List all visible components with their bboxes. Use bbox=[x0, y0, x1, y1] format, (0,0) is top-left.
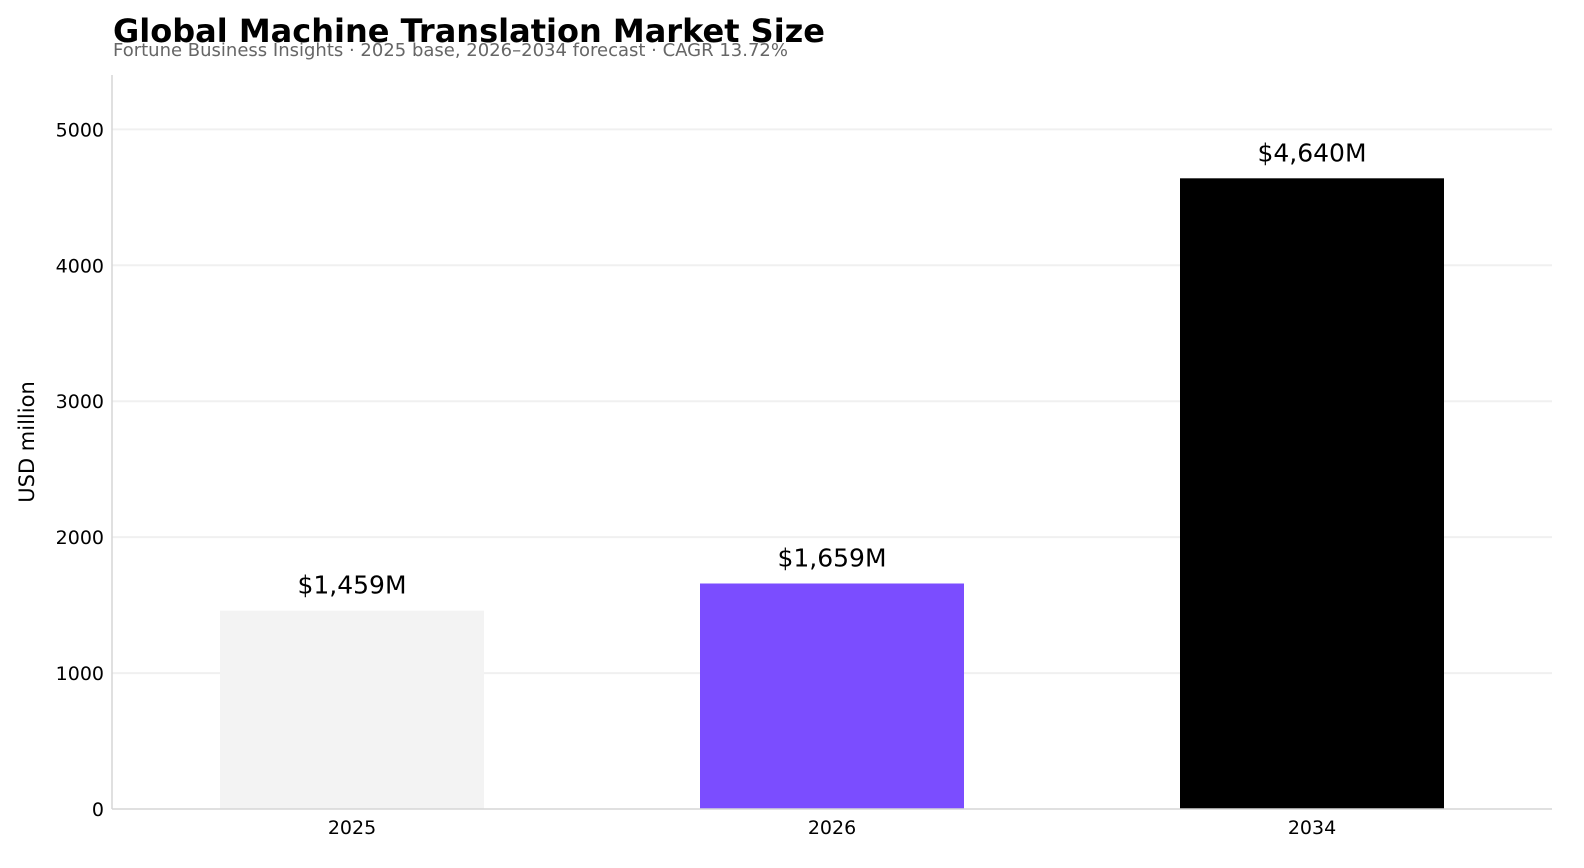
y-axis-label: USD million bbox=[15, 381, 39, 503]
chart-title: Global Machine Translation Market Size bbox=[113, 12, 825, 50]
bar-2034 bbox=[1180, 178, 1444, 809]
x-tick-label: 2025 bbox=[328, 817, 376, 839]
axes bbox=[111, 75, 1552, 810]
y-tick-label: 4000 bbox=[56, 255, 104, 277]
y-tick-label: 1000 bbox=[56, 663, 104, 685]
data-label: $1,659M bbox=[777, 543, 886, 572]
y-tick-label: 2000 bbox=[56, 527, 104, 549]
data-label: $4,640M bbox=[1257, 138, 1366, 167]
x-tick-label: 2026 bbox=[808, 817, 856, 839]
y-tick-labels: 0 1000 2000 3000 4000 5000 bbox=[56, 119, 104, 821]
x-tick-label: 2034 bbox=[1288, 817, 1336, 839]
y-tick-label: 3000 bbox=[56, 391, 104, 413]
y-tick-label: 5000 bbox=[56, 119, 104, 141]
bars bbox=[220, 178, 1444, 809]
data-labels: $1,459M $1,659M $4,640M bbox=[297, 138, 1366, 599]
chart-subtitle: Fortune Business Insights · 2025 base, 2… bbox=[113, 40, 788, 61]
bar-2026 bbox=[700, 583, 964, 809]
data-label: $1,459M bbox=[297, 571, 406, 600]
bar-2025 bbox=[220, 610, 484, 809]
y-tick-label: 0 bbox=[92, 799, 104, 821]
x-tick-labels: 2025 2026 2034 bbox=[328, 817, 1336, 839]
